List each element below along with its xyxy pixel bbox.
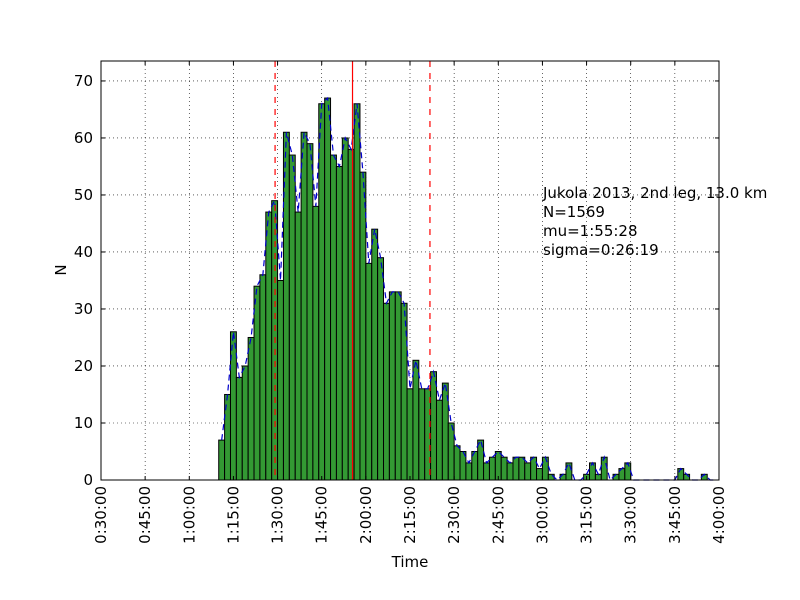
bar bbox=[265, 211, 273, 481]
bar bbox=[259, 274, 267, 481]
x-tick-label: 1:30:00 bbox=[269, 486, 287, 544]
bar bbox=[277, 279, 284, 481]
bar bbox=[488, 456, 496, 481]
bar bbox=[677, 468, 685, 481]
x-tick-label: 3:00:00 bbox=[533, 486, 551, 544]
x-tick-label: 0:45:00 bbox=[136, 486, 154, 544]
x-tick-label: 4:00:00 bbox=[710, 486, 728, 544]
annotation: N=1569 bbox=[543, 203, 605, 221]
bar bbox=[241, 365, 249, 481]
bar bbox=[318, 103, 326, 481]
bar bbox=[400, 302, 408, 481]
bar bbox=[412, 359, 420, 481]
y-tick-label: 0 bbox=[83, 471, 93, 489]
bar bbox=[453, 445, 461, 481]
x-tick-label: 2:30:00 bbox=[445, 486, 463, 544]
annotation: sigma=0:26:19 bbox=[543, 241, 659, 259]
bar bbox=[536, 468, 543, 481]
bar bbox=[512, 456, 520, 481]
annotation: mu=1:55:28 bbox=[543, 222, 638, 240]
y-axis-label: N bbox=[52, 264, 70, 275]
annotation: Jukola 2013, 2nd leg, 13.0 km bbox=[542, 184, 767, 202]
bar bbox=[589, 462, 596, 481]
bar bbox=[612, 473, 620, 481]
bar bbox=[447, 422, 455, 481]
bar bbox=[600, 456, 608, 481]
bar bbox=[547, 473, 555, 481]
y-tick-label: 70 bbox=[74, 72, 93, 90]
bar bbox=[394, 291, 402, 481]
bar bbox=[253, 285, 261, 481]
bar bbox=[524, 462, 532, 481]
bar bbox=[306, 143, 314, 481]
x-tick-label: 3:15:00 bbox=[578, 486, 596, 544]
y-tick-label: 30 bbox=[74, 300, 93, 318]
x-tick-label: 2:45:00 bbox=[489, 486, 507, 544]
bar bbox=[371, 228, 379, 481]
bar bbox=[683, 473, 691, 481]
y-tick-label: 10 bbox=[74, 414, 93, 432]
y-tick-label: 20 bbox=[74, 357, 93, 375]
bar bbox=[559, 473, 567, 481]
bar bbox=[541, 456, 549, 481]
bar bbox=[435, 399, 443, 481]
bar bbox=[383, 302, 390, 481]
bar bbox=[418, 388, 426, 481]
bar bbox=[506, 462, 514, 481]
bar bbox=[465, 462, 473, 481]
bar bbox=[377, 257, 385, 481]
x-tick-label: 1:45:00 bbox=[313, 486, 331, 544]
bar bbox=[365, 262, 373, 481]
x-tick-label: 3:45:00 bbox=[666, 486, 684, 544]
x-tick-label: 1:00:00 bbox=[180, 486, 198, 544]
bar bbox=[388, 291, 396, 481]
x-tick-label: 2:15:00 bbox=[401, 486, 419, 544]
bar bbox=[341, 137, 349, 481]
bar bbox=[324, 97, 332, 481]
bar bbox=[359, 171, 367, 481]
bar bbox=[300, 131, 308, 481]
y-tick-label: 50 bbox=[74, 186, 93, 204]
bar bbox=[247, 336, 255, 481]
x-tick-label: 3:30:00 bbox=[622, 486, 640, 544]
bar bbox=[347, 148, 355, 481]
bar bbox=[430, 371, 437, 481]
bar bbox=[565, 462, 573, 481]
x-tick-label: 2:00:00 bbox=[357, 486, 375, 544]
bar bbox=[500, 456, 508, 481]
bar bbox=[335, 165, 343, 481]
bar bbox=[294, 211, 302, 481]
bar bbox=[229, 331, 237, 481]
bar bbox=[406, 388, 414, 481]
bar bbox=[353, 103, 361, 481]
bar bbox=[330, 154, 337, 481]
bar bbox=[218, 439, 226, 481]
bar bbox=[483, 462, 490, 481]
x-tick-label: 1:15:00 bbox=[224, 486, 242, 544]
bar bbox=[624, 462, 632, 481]
bar bbox=[494, 450, 502, 481]
bar bbox=[288, 154, 296, 481]
bar bbox=[235, 376, 243, 481]
bar bbox=[700, 473, 708, 481]
bar bbox=[312, 205, 320, 481]
bar bbox=[530, 456, 538, 481]
bar bbox=[518, 456, 526, 481]
y-tick-label: 40 bbox=[74, 243, 93, 261]
x-axis-label: Time bbox=[391, 553, 429, 571]
x-tick-label: 0:30:00 bbox=[92, 486, 110, 544]
y-tick-label: 60 bbox=[74, 129, 93, 147]
